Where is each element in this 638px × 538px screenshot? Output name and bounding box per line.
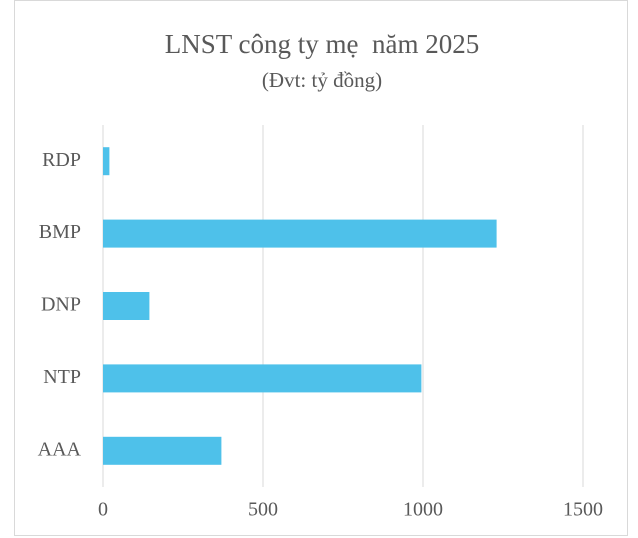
bar — [103, 364, 422, 393]
bar — [103, 436, 222, 465]
chart-subtitle: (Đvt: tỷ đồng) — [262, 68, 382, 92]
bar — [103, 147, 110, 176]
y-tick-label: DNP — [41, 294, 81, 316]
x-tick-label: 0 — [98, 499, 108, 521]
y-tick-label: RDP — [42, 149, 81, 171]
x-tick-label: 1500 — [563, 499, 603, 521]
bar — [103, 292, 150, 320]
x-tick-label: 500 — [248, 499, 278, 521]
y-tick-label: BMP — [39, 221, 81, 243]
chart-title: LNST công ty mẹ năm 2025 — [165, 29, 479, 59]
y-tick-label: NTP — [43, 366, 81, 388]
bar — [103, 219, 497, 248]
y-tick-label: AAA — [38, 438, 82, 460]
x-tick-label: 1000 — [403, 499, 443, 521]
